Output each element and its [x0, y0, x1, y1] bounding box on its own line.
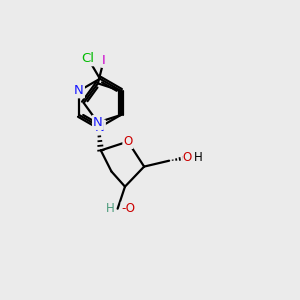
Text: O: O [123, 135, 133, 148]
Text: -O: -O [121, 202, 135, 215]
Text: O: O [183, 151, 192, 164]
Text: Cl: Cl [82, 52, 95, 65]
Text: N: N [95, 121, 105, 134]
Text: H: H [106, 202, 115, 215]
Text: N: N [74, 84, 84, 97]
Text: I: I [102, 54, 106, 67]
Text: H: H [194, 151, 203, 164]
Text: N: N [93, 116, 103, 129]
